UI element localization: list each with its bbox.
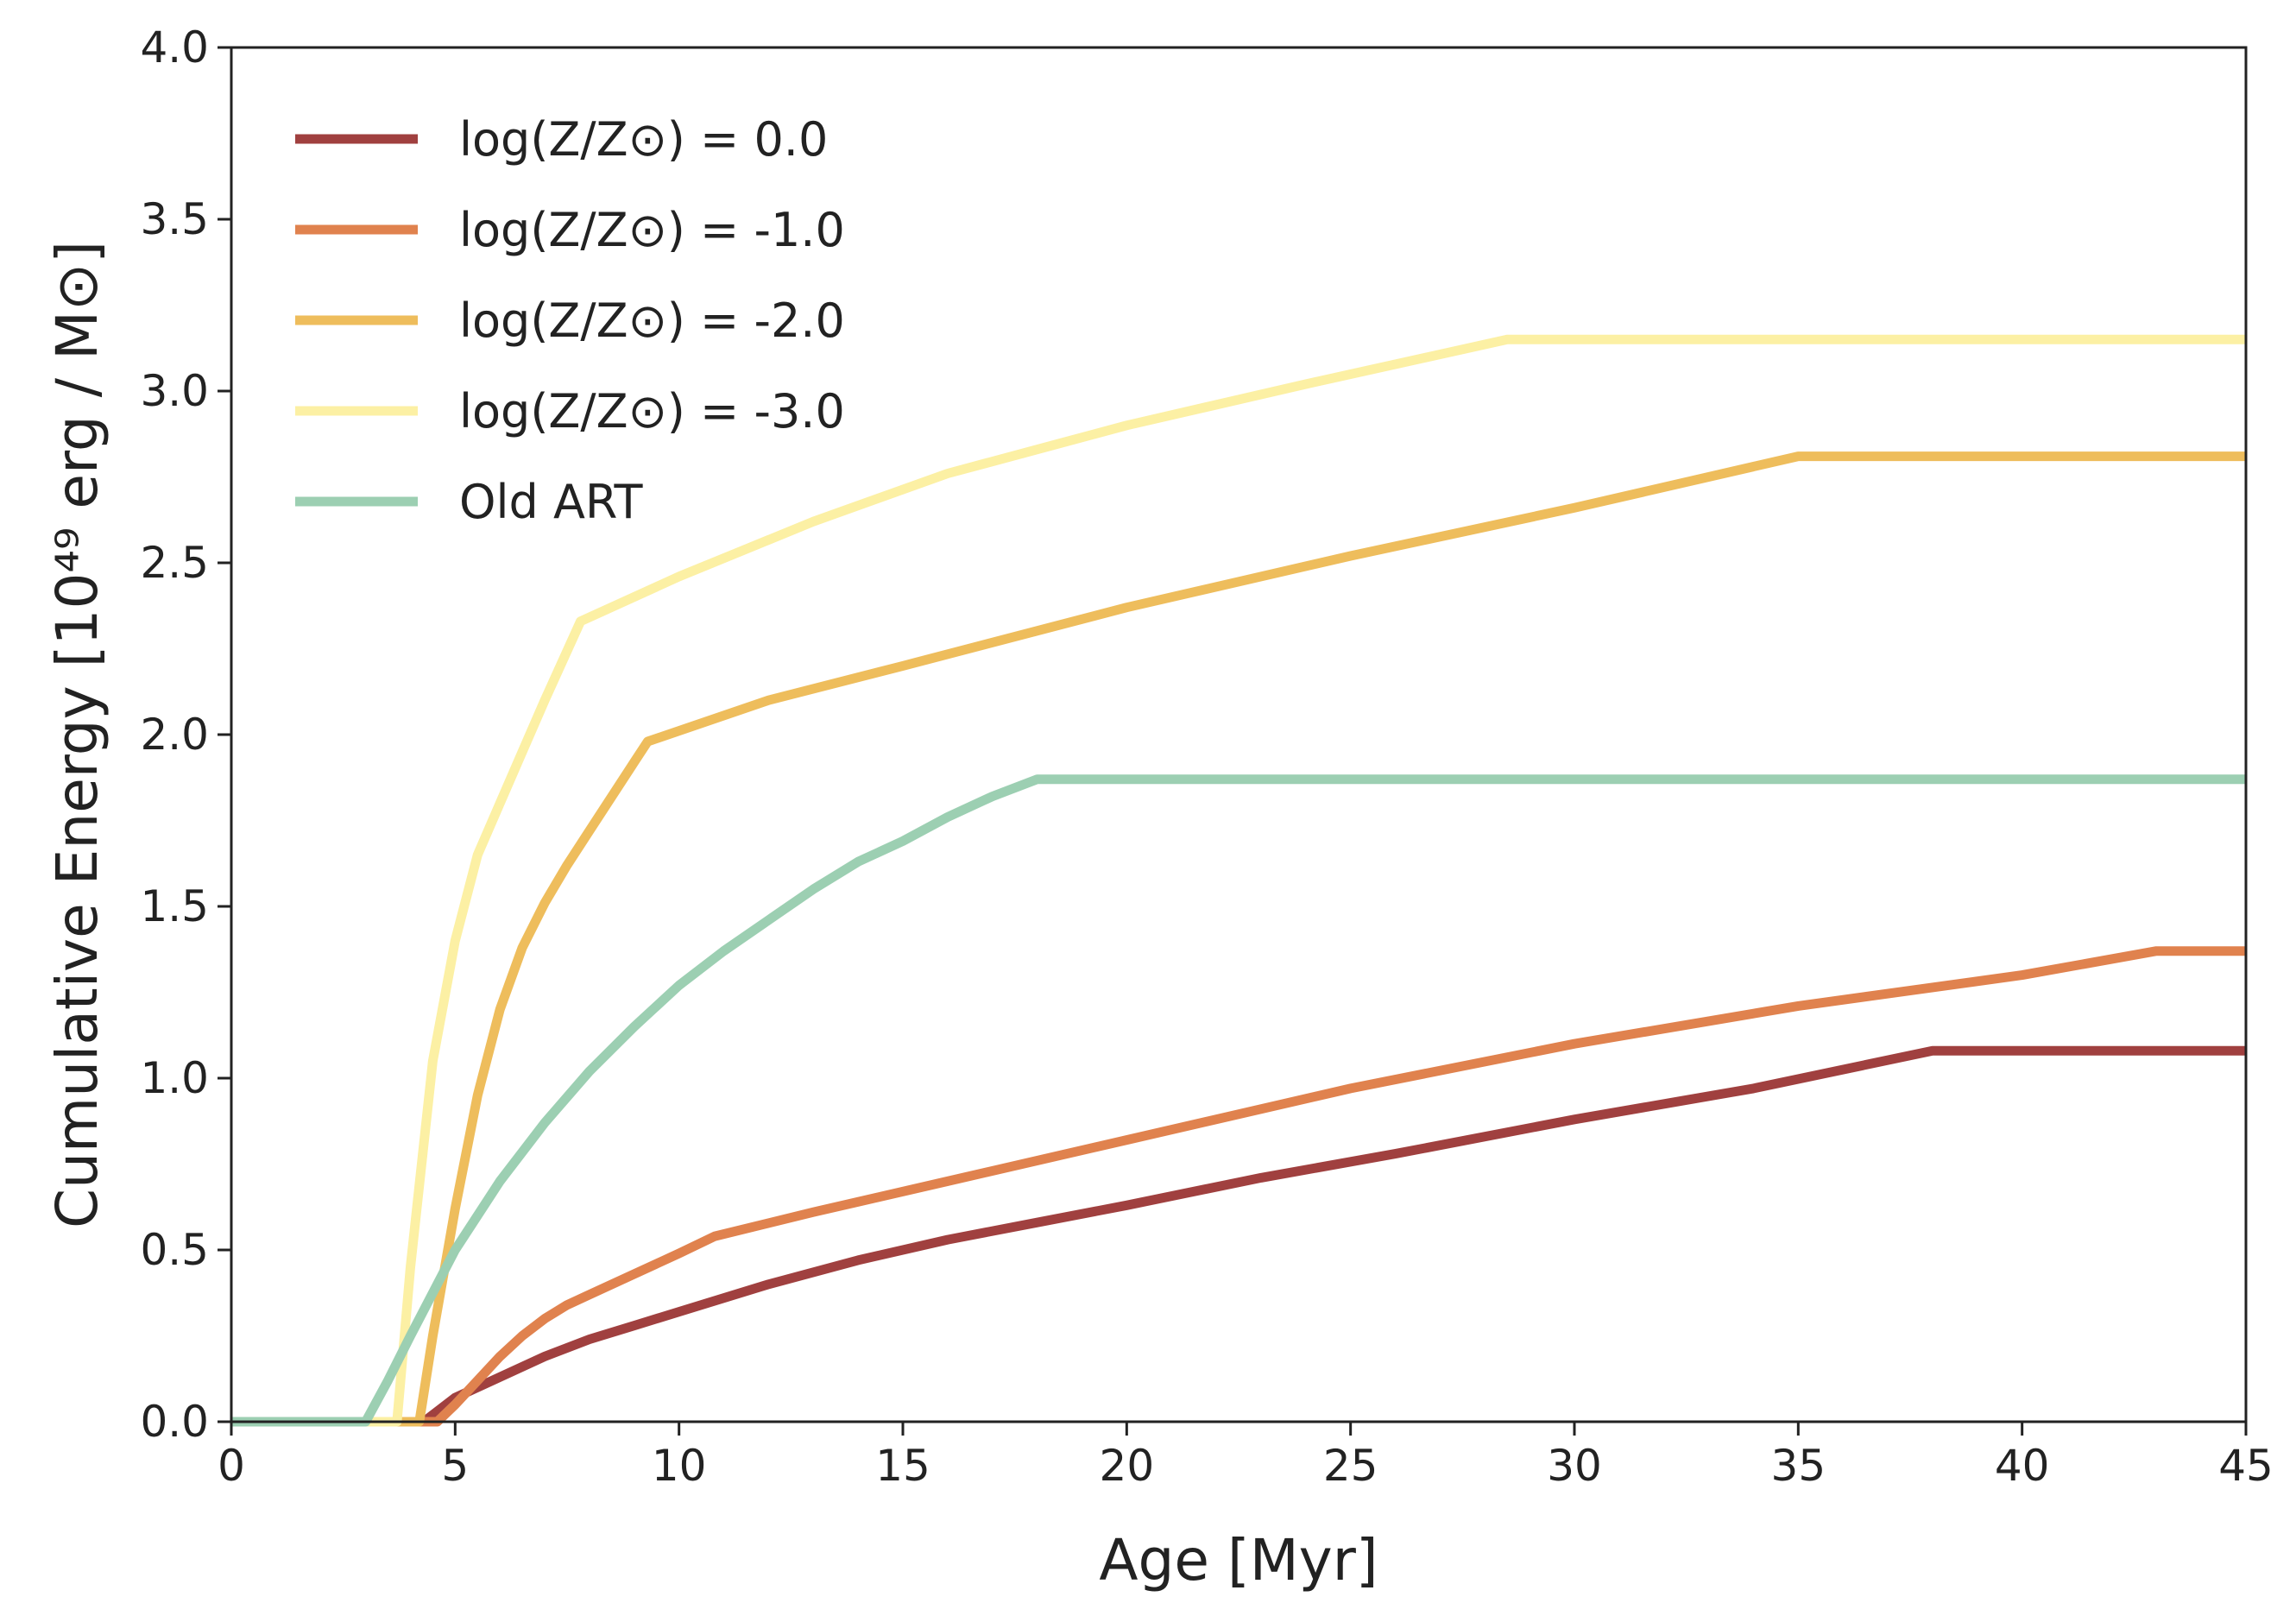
y-tick-label: 3.5 xyxy=(140,194,209,244)
x-tick-label: 40 xyxy=(1995,1441,2050,1491)
y-axis: 0.0 0.5 1.0 1.5 2.0 2.5 3.0 3.5 4.0 xyxy=(140,22,231,1447)
y-tick-label: 0.5 xyxy=(140,1225,209,1275)
series-line-1 xyxy=(231,946,2246,1427)
y-tick-label: 1.5 xyxy=(140,881,209,931)
x-tick-label: 10 xyxy=(652,1441,707,1491)
x-axis-label: Age [Myr] xyxy=(1099,1527,1378,1594)
y-tick-label: 0.0 xyxy=(140,1397,209,1447)
legend-label-1: log(Z/Z⊙) = -1.0 xyxy=(459,203,845,257)
x-tick-label: 35 xyxy=(1771,1441,1826,1491)
x-axis: 0 5 10 15 20 25 30 35 40 45 xyxy=(218,1422,2274,1491)
legend-label-0: log(Z/Z⊙) = 0.0 xyxy=(459,112,828,167)
legend-label-2: log(Z/Z⊙) = -2.0 xyxy=(459,293,845,348)
legend: log(Z/Z⊙) = 0.0 log(Z/Z⊙) = -1.0 log(Z/Z⊙)… xyxy=(295,112,845,529)
legend-label-4: Old ART xyxy=(459,475,643,529)
y-axis-label: Cumulative Energy [10⁴⁹ erg / M⊙] xyxy=(44,241,110,1228)
series-line-0 xyxy=(231,1045,2246,1427)
y-tick-label: 2.5 xyxy=(140,538,209,588)
series-line-2 xyxy=(231,451,2246,1427)
series-line-4 xyxy=(231,774,2246,1427)
x-tick-label: 25 xyxy=(1323,1441,1378,1491)
x-tick-label: 5 xyxy=(441,1441,469,1491)
y-tick-label: 2.0 xyxy=(140,710,209,760)
x-tick-label: 15 xyxy=(875,1441,930,1491)
y-tick-label: 1.0 xyxy=(140,1053,209,1103)
x-tick-label: 30 xyxy=(1547,1441,1602,1491)
series-layer xyxy=(231,334,2246,1427)
legend-label-3: log(Z/Z⊙) = -3.0 xyxy=(459,384,845,439)
y-tick-label: 3.0 xyxy=(140,366,209,416)
x-tick-label: 0 xyxy=(218,1441,245,1491)
x-tick-label: 20 xyxy=(1100,1441,1155,1491)
series-line-3 xyxy=(231,334,2246,1427)
x-tick-label: 45 xyxy=(2218,1441,2274,1491)
y-tick-label: 4.0 xyxy=(140,22,209,73)
